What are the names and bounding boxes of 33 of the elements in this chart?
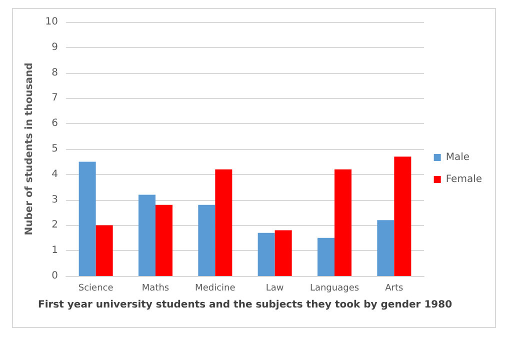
bar [258,232,275,276]
y-tick-label: 3 [52,194,58,206]
x-tick-label: Languages [310,284,360,294]
y-axis-title: Nuber of students in thousand [24,62,35,236]
bar [198,204,216,276]
bar [274,230,292,276]
x-tick-label: Law [266,284,284,294]
y-tick-label: 4 [52,168,58,180]
legend-label: Male [446,152,470,163]
y-tick-label: 5 [52,144,58,154]
bar [96,225,113,276]
y-tick-label: 10 [45,16,58,28]
x-tick-label: Medicine [195,284,236,294]
legend-label: Female [446,174,482,185]
x-axis-title: First year university students and the subjects they took by gender 1980 [38,300,452,310]
bar [394,156,412,276]
x-tick-label: Arts [385,284,404,294]
bar [377,220,394,276]
bar [156,204,172,276]
y-tick-label: 8 [52,67,58,78]
x-tick-label: Science [78,284,114,294]
bar [138,194,156,276]
y-tick-label: 9 [52,42,58,53]
y-tick-label: 0 [52,270,58,282]
y-tick-label: 6 [52,118,58,130]
y-tick-label: 2 [52,220,58,231]
bar [215,169,232,276]
x-tick-label: Maths [142,284,170,294]
y-tick-label: 1 [52,245,58,256]
bar [334,169,352,276]
bar [78,162,96,276]
y-tick-label: 7 [52,92,58,104]
bar [318,238,334,276]
